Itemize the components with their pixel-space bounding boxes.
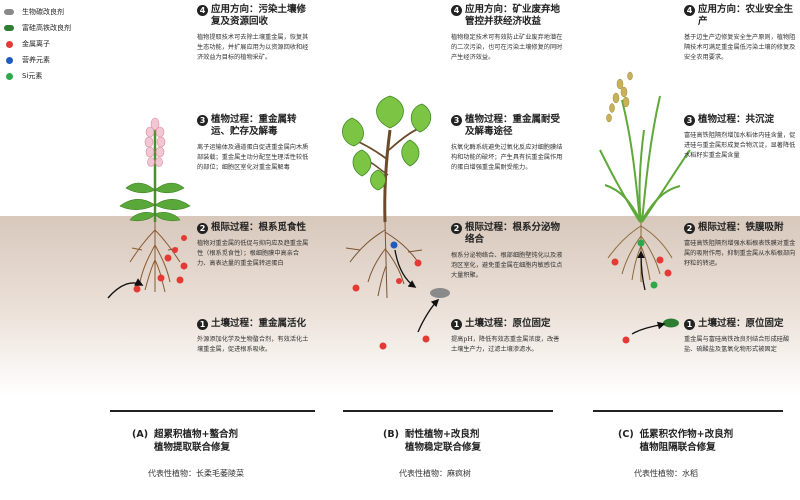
step-number: 1 [451, 319, 462, 330]
caption-line-2: 植物提取联合修复 [154, 442, 231, 453]
legend-label: 富硅高铁改良剂 [22, 24, 71, 32]
metal-ions-b [352, 259, 430, 350]
legend-label: 营养元素 [22, 56, 50, 64]
step-title: 植物过程：重金属转运、贮存及解毒 [211, 114, 297, 137]
metal-ions-a [133, 235, 188, 293]
legend-item-si: Si元素 [4, 68, 71, 84]
panel-label: (A) [132, 429, 149, 440]
step-number: 3 [197, 115, 208, 126]
step-number: 2 [197, 223, 208, 234]
step-title: 植物过程：重金属耐受及解毒途径 [465, 114, 561, 137]
panel-a-step-2: 2 根际过程：根系觅食性 植物对重金属的低促与抑向应及趋重金属性（根系觅食性）；根… [197, 222, 309, 269]
caption-line-1: 耐性植物+改良剂 [404, 429, 480, 440]
step-body: 富硅高铁阻隔剂增加水稻体内硅含量，促进硅与重金属形成复合物沉淀，显著降低水稻籽实… [684, 132, 796, 159]
rice-panicle [606, 71, 633, 123]
legend-label: 金属离子 [22, 40, 50, 48]
panel-c-step-2: 2 根际过程：铁膜吸附 富硅高铁阻隔剂增强水稻根表铁膜对重金属的吸附作用，抑制重金… [684, 222, 796, 269]
panel-a-step-3: 3 植物过程：重金属转运、贮存及解毒 离子运输体及通道蛋白促进重金属向木质部装载；… [197, 114, 309, 173]
divider-a [110, 410, 315, 412]
si-element-c2 [650, 281, 658, 289]
step-title: 根际过程：铁膜吸附 [698, 222, 784, 233]
caption-c: (C) 低累积农作物+改良剂 植物阻隔联合修复 代表性植物：水稻 [618, 428, 733, 479]
step-title: 植物过程：共沉淀 [698, 114, 775, 125]
legend-item-nutrient: 营养元素 [4, 52, 71, 68]
step-body: 基于边生产边修复安全生产原则，植物阻隔技术可满足重金属低污染土壤的修复及安全农用… [684, 34, 796, 61]
soil-band [0, 216, 800, 396]
step-number: 2 [451, 223, 462, 234]
panel-b-step-1: 1 土壤过程：原位固定 提高pH，降低有效态重金属浓度，改善土壤生产力，过滤土壤渗… [451, 318, 563, 355]
caption-line-1: 低累积农作物+改良剂 [639, 429, 734, 440]
step-body: 富硅高铁阻隔剂增强水稻根表铁膜对重金属的吸附作用，抑制重金属从水稻根部向籽粒的转… [684, 240, 796, 267]
legend-label: Si元素 [22, 72, 43, 80]
step-title: 根际过程：根系分泌物络合 [465, 222, 561, 245]
step-title: 应用方向：矿业废弃地管控并获经济收益 [465, 4, 561, 27]
si-fe-amendment-swatch [4, 25, 14, 31]
divider-b [343, 410, 553, 412]
legend-item-biochar: 生物碳改良剂 [4, 4, 71, 20]
nutrient-swatch [5, 56, 13, 64]
step-number: 2 [684, 223, 695, 234]
step-body: 提高pH，降低有效态重金属浓度，改善土壤生产力，过滤土壤渗滤水。 [451, 336, 560, 353]
step-number: 1 [197, 319, 208, 330]
panel-a-step-1: 1 土壤过程：重金属活化 外源添加化学及生物螯合剂，有效活化土壤重金属，促进根系吸… [197, 318, 309, 355]
step-number: 1 [684, 319, 695, 330]
metal-ions-c [611, 256, 672, 344]
step-number: 3 [451, 115, 462, 126]
panel-label: (C) [618, 429, 634, 440]
panel-c-step-4: 4 应用方向：农业安全生产 基于边生产边修复安全生产原则，植物阻隔技术可满足重金属… [684, 4, 796, 63]
step-body: 植物提取技术可去除土壤重金属，恢复其生态功能，并扩展应用为以资源回收和经济效益为… [197, 34, 309, 61]
biochar-swatch [4, 9, 14, 15]
step-body: 离子运输体及通道蛋白促进重金属向木质部装载；重金属主动分配至生理活性较低的部位；… [197, 144, 309, 171]
step-number: 3 [684, 115, 695, 126]
step-title: 应用方向：农业安全生产 [698, 4, 794, 27]
legend: 生物碳改良剂 富硅高铁改良剂 金属离子 营养元素 Si元素 [4, 4, 71, 84]
step-title: 土壤过程：重金属活化 [211, 318, 307, 329]
plant-b-tolerant [342, 95, 450, 350]
panel-c-step-3: 3 植物过程：共沉淀 富硅高铁阻隔剂增加水稻体内硅含量，促进硅与重金属形成复合物沉… [684, 114, 796, 161]
biochar-b [430, 288, 450, 298]
step-number: 4 [684, 5, 695, 16]
panel-a-step-4: 4 应用方向：污染土壤修复及资源回收 植物提取技术可去除土壤重金属，恢复其生态功能… [197, 4, 309, 63]
step-body: 抗氧化酶系统避免过氧化反应对细胞膜结构和功能的破坏；产生具有抗重金属作用的蛋白增… [451, 144, 563, 171]
caption-line-2: 植物稳定联合修复 [404, 442, 481, 453]
representative-plant: 代表性植物：水稻 [634, 469, 698, 478]
step-number: 4 [451, 5, 462, 16]
panel-c-step-1: 1 土壤过程：原位固定 重金属与富硅高铁改良剂结合形成硅酸盐、硫酸盐及氢氧化物形式… [684, 318, 796, 355]
step-number: 4 [197, 5, 208, 16]
step-title: 土壤过程：原位固定 [698, 318, 784, 329]
representative-plant: 代表性植物：长柔毛萎陵菜 [148, 469, 244, 478]
legend-label: 生物碳改良剂 [22, 8, 64, 16]
caption-b: (B) 耐性植物+改良剂 植物稳定联合修复 代表性植物：麻疯树 [383, 428, 481, 479]
plant-c-rice [599, 71, 691, 344]
panel-b-step-4: 4 应用方向：矿业废弃地管控并获经济收益 植物稳定技术可有效防止矿业废弃地潜在的二… [451, 4, 563, 63]
legend-item-si-fe-amendment: 富硅高铁改良剂 [4, 20, 71, 36]
divider-c [593, 410, 783, 412]
nutrient-b [390, 241, 398, 249]
representative-plant: 代表性植物：麻疯树 [399, 469, 471, 478]
step-body: 外源添加化学及生物螯合剂，有效活化土壤重金属，促进根系吸收。 [197, 336, 309, 353]
plant-a-hyperaccumulator [107, 117, 191, 299]
step-body: 根系分泌物络合、根部细胞壁钝化以及液泡区室化，避免重金属在细胞内敏感位点大量积聚… [451, 252, 563, 279]
panel-b-step-2: 2 根际过程：根系分泌物络合 根系分泌物络合、根部细胞壁钝化以及液泡区室化，避免重… [451, 222, 563, 281]
step-body: 植物稳定技术可有效防止矿业废弃地潜在的二次污染，也可在污染土壤修复的同时产生经济… [451, 34, 563, 61]
caption-line-2: 植物阻隔联合修复 [639, 442, 716, 453]
si-fe-amendment-c [663, 318, 679, 328]
step-body: 重金属与富硅高铁改良剂结合形成硅酸盐、硫酸盐及氢氧化物形式被固定 [684, 336, 790, 353]
step-title: 应用方向：污染土壤修复及资源回收 [211, 4, 307, 27]
caption-a: (A) 超累积植物+螯合剂 植物提取联合修复 代表性植物：长柔毛萎陵菜 [132, 428, 244, 479]
si-swatch [5, 72, 13, 80]
step-title: 土壤过程：原位固定 [465, 318, 551, 329]
panel-label: (B) [383, 429, 399, 440]
metal-ion-swatch [5, 40, 13, 48]
legend-item-metal-ion: 金属离子 [4, 36, 71, 52]
step-body: 植物对重金属的低促与抑向应及趋重金属性（根系觅食性）；根细胞膜中高亲合力、高表达… [197, 240, 309, 267]
step-title: 根际过程：根系觅食性 [211, 222, 307, 233]
caption-line-1: 超累积植物+螯合剂 [154, 429, 239, 440]
si-element-c1 [637, 239, 645, 247]
panel-b-step-3: 3 植物过程：重金属耐受及解毒途径 抗氧化酶系统避免过氧化反应对细胞膜结构和功能的… [451, 114, 563, 173]
